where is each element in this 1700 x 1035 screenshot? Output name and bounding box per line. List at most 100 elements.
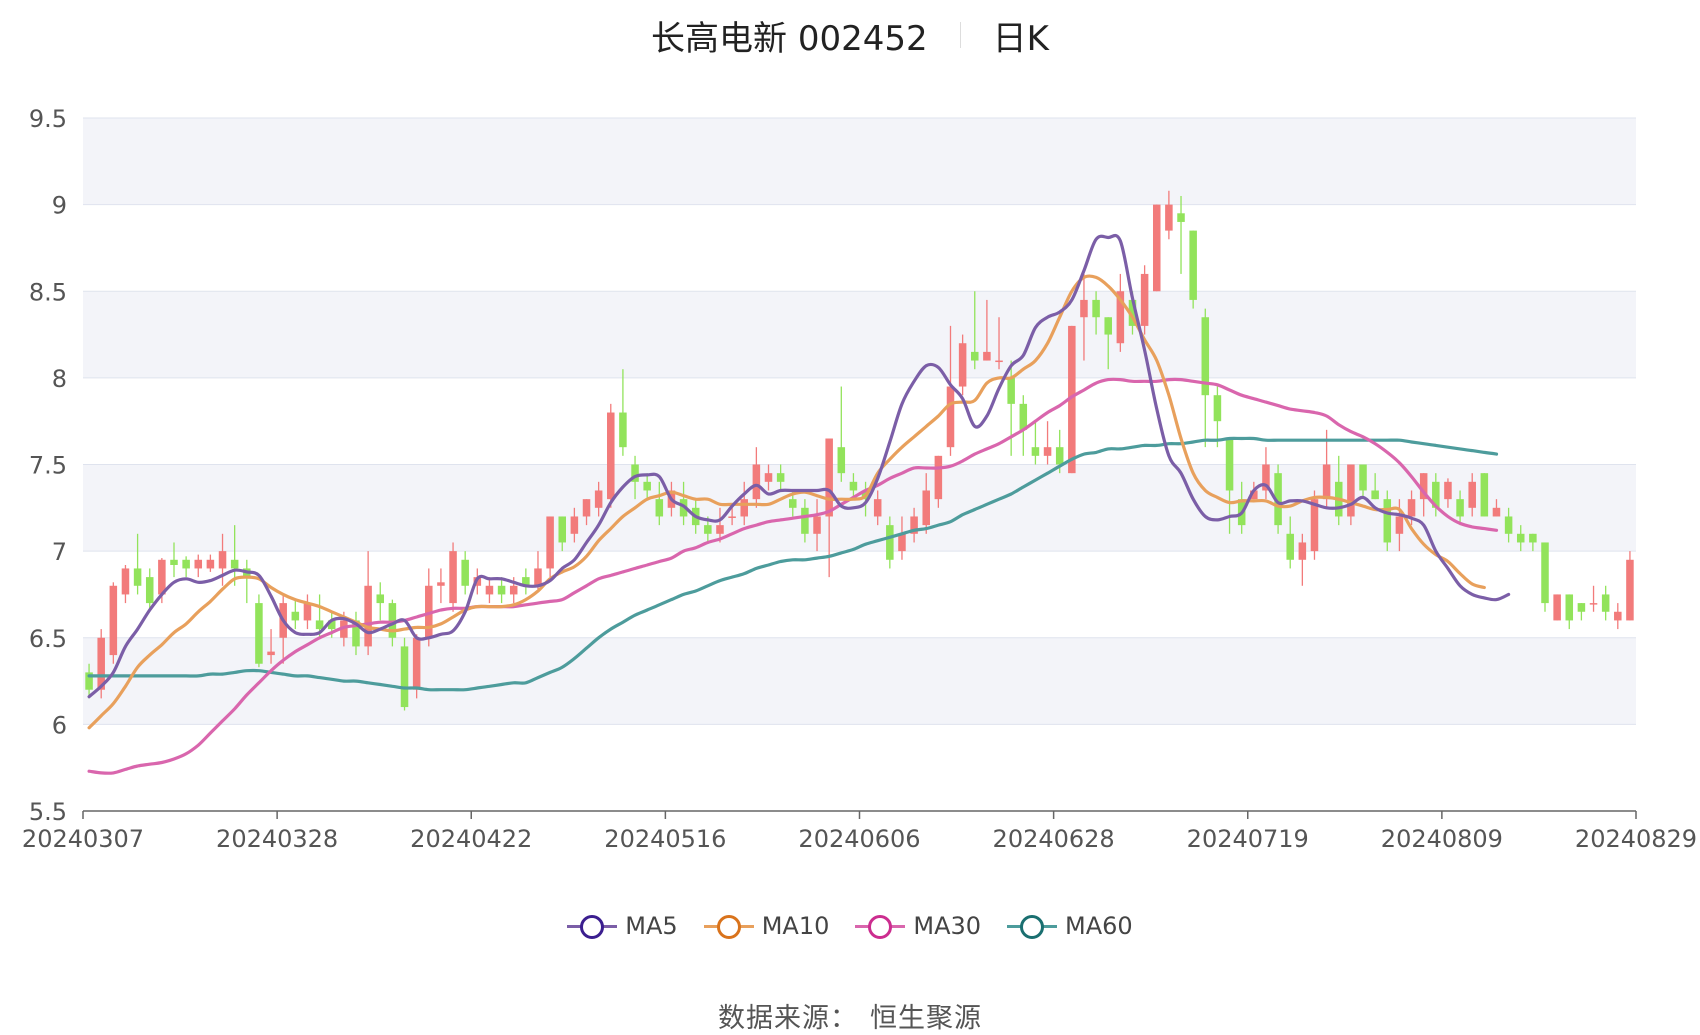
candle-body	[631, 464, 639, 482]
legend-item-ma60[interactable]: MA60	[1007, 912, 1133, 940]
candle-body	[1480, 473, 1489, 517]
candle-body	[971, 351, 979, 361]
candle-body	[1201, 317, 1210, 396]
candle-body	[1298, 542, 1307, 560]
candle	[376, 582, 385, 621]
candle	[1553, 594, 1561, 621]
candle	[230, 525, 239, 586]
candle	[776, 464, 785, 491]
x-tick-label: 20240422	[410, 825, 532, 853]
legend-item-ma30[interactable]: MA30	[855, 912, 981, 940]
candle	[1565, 594, 1574, 630]
x-axis: 20240307 20240328 20240422 20240516 20240606…	[22, 810, 1697, 853]
candle-body	[1504, 516, 1513, 534]
candle	[1516, 525, 1525, 552]
grid-band	[83, 118, 1636, 205]
grid-lines	[83, 117, 1636, 812]
x-tick-label: 20240606	[798, 825, 920, 853]
candle	[1068, 325, 1076, 474]
candle-body	[1577, 603, 1586, 612]
x-tick-label: 20240516	[604, 825, 726, 853]
legend-item-ma10[interactable]: MA10	[703, 912, 829, 940]
candle-body	[182, 559, 190, 569]
candle-body	[1092, 299, 1100, 318]
candle-body	[570, 516, 579, 534]
x-tick-label: 20240307	[22, 825, 144, 853]
candle	[400, 637, 409, 711]
series-line-ma30	[87, 377, 1499, 775]
candle-body	[704, 525, 712, 534]
candle	[449, 542, 457, 612]
candle	[1419, 473, 1428, 517]
candle	[1031, 421, 1040, 465]
series-line-ma5	[87, 233, 1511, 699]
title-separator	[959, 22, 961, 48]
moving-averages	[87, 233, 1511, 775]
candle-body	[1359, 464, 1367, 491]
candle-body	[813, 516, 821, 534]
candle-body	[400, 646, 409, 708]
candles	[85, 190, 1634, 711]
candle-body	[1068, 325, 1076, 474]
candle-body	[1516, 533, 1525, 543]
candle	[255, 594, 263, 668]
legend-item-ma5[interactable]: MA5	[567, 912, 678, 940]
plot-background	[83, 118, 1636, 725]
candle-body	[1104, 317, 1112, 335]
candle	[497, 577, 506, 604]
candle	[182, 556, 190, 578]
candle	[170, 542, 178, 578]
candle	[1432, 473, 1440, 517]
candle	[145, 568, 154, 612]
x-tick-label: 20240829	[1575, 825, 1697, 853]
legend-label-ma60: MA60	[1065, 912, 1133, 940]
y-axis: 5.5 6 6.5 7 7.5 8 8.5 9 9.5	[29, 105, 67, 826]
x-tick-label: 20240628	[993, 825, 1115, 853]
candle-body	[352, 620, 360, 647]
candle	[983, 299, 991, 361]
candle-body	[655, 499, 664, 517]
y-tick-label: 8	[52, 365, 67, 393]
candle-body	[158, 559, 166, 595]
period-label: 日K	[992, 18, 1049, 59]
candle	[437, 568, 445, 604]
candle-body	[801, 507, 809, 534]
candle	[522, 568, 530, 595]
candle	[315, 594, 324, 638]
candle-body	[546, 516, 554, 569]
candle-body	[364, 585, 372, 647]
candle-body	[1286, 533, 1294, 560]
legend-marker-ma5	[567, 914, 618, 939]
candle-body	[1492, 507, 1501, 517]
candle-body	[619, 412, 627, 448]
candle	[995, 317, 1003, 370]
candle	[1019, 395, 1028, 456]
legend-label-ma5: MA5	[625, 912, 678, 940]
candle-body	[1432, 481, 1440, 508]
candle	[1383, 490, 1392, 552]
candle-body	[1189, 230, 1197, 300]
candle	[1104, 317, 1112, 370]
candle-body	[267, 651, 275, 656]
candle	[594, 481, 603, 517]
candle	[1298, 533, 1307, 586]
candle-body	[716, 525, 724, 534]
candle-body	[485, 585, 494, 595]
candle-body	[1152, 204, 1161, 292]
candle	[582, 499, 591, 526]
candle	[206, 554, 215, 572]
candle	[1140, 265, 1149, 335]
candle	[121, 564, 130, 604]
candle	[1274, 464, 1282, 534]
legend-marker-ma60	[1007, 914, 1058, 939]
candle-body	[218, 551, 227, 569]
candle	[1286, 516, 1294, 569]
candle	[1262, 447, 1270, 500]
candle	[364, 551, 372, 656]
candle-body	[1225, 438, 1234, 491]
candle	[1080, 273, 1088, 361]
candle-body	[752, 464, 761, 500]
y-tick-label: 6	[52, 711, 67, 739]
candle	[1504, 507, 1513, 543]
candle	[1371, 473, 1379, 500]
